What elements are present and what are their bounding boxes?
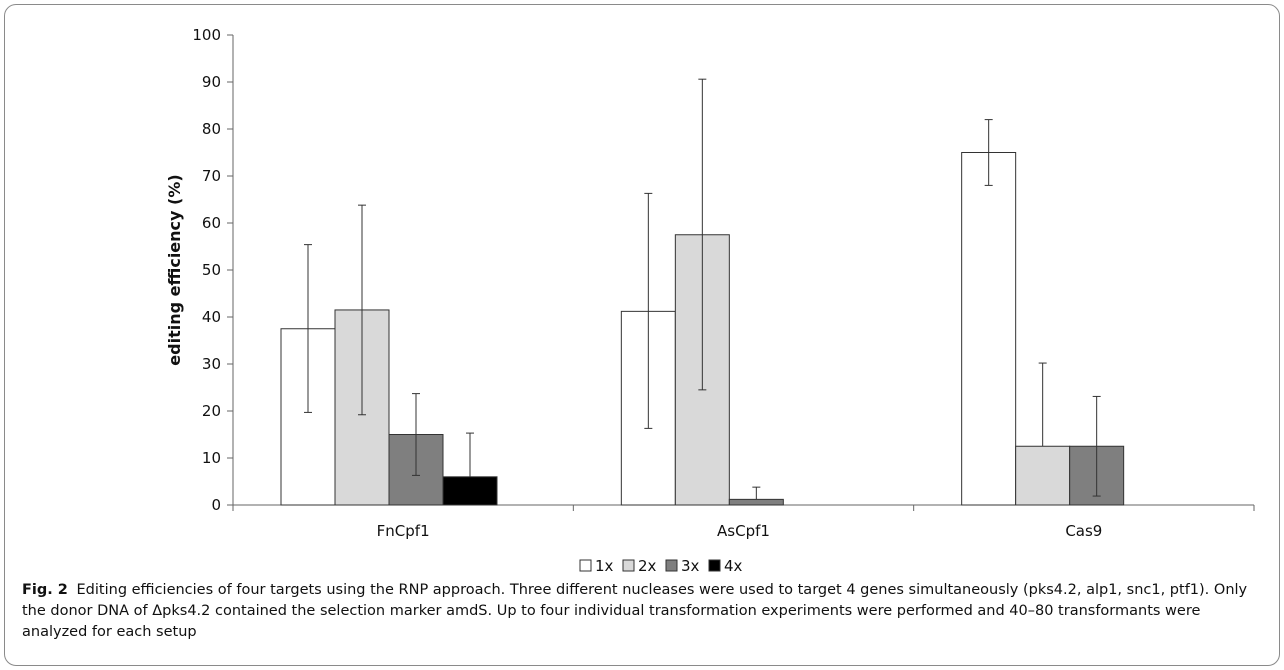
y-axis: 0 10 20 30 40 50 60 70 80 90 100 [192, 26, 234, 514]
y-tick-label: 100 [192, 26, 221, 44]
legend-label: 1x [595, 557, 614, 575]
caption-label: Fig. 2 [22, 582, 68, 598]
y-tick-label: 50 [202, 261, 221, 279]
y-tick-label: 30 [202, 355, 221, 373]
bar [961, 152, 1017, 506]
legend-label: 3x [681, 557, 700, 575]
figure-caption: Fig. 2 Editing efficiencies of four targ… [22, 580, 1262, 643]
bar [442, 476, 498, 506]
y-tick-label: 80 [202, 120, 221, 138]
category-labels: FnCpf1 AsCpf1 Cas9 [377, 522, 1103, 540]
y-tick-label: 0 [211, 496, 221, 514]
category-label: Cas9 [1065, 522, 1102, 540]
legend-swatch [579, 559, 592, 572]
legend-label: 2x [638, 557, 657, 575]
category-label: FnCpf1 [377, 522, 430, 540]
error-bars [304, 78, 1101, 500]
legend-label: 4x [724, 557, 743, 575]
bar [728, 498, 784, 506]
y-tick-label: 20 [202, 402, 221, 420]
legend-swatch [708, 559, 721, 572]
legend-swatch [622, 559, 635, 572]
bar [1015, 445, 1071, 506]
y-tick-label: 60 [202, 214, 221, 232]
y-tick-label: 90 [202, 73, 221, 91]
legend: 1x 2x 3x 4x [579, 557, 743, 575]
x-axis [232, 504, 1255, 511]
bars [280, 152, 1125, 506]
y-axis-label: editing efficiency (%) [165, 174, 184, 365]
legend-swatch [665, 559, 678, 572]
category-label: AsCpf1 [717, 522, 770, 540]
y-tick-label: 40 [202, 308, 221, 326]
y-tick-label: 70 [202, 167, 221, 185]
caption-text: Editing efficiencies of four targets usi… [22, 582, 1248, 640]
y-tick-label: 10 [202, 449, 221, 467]
